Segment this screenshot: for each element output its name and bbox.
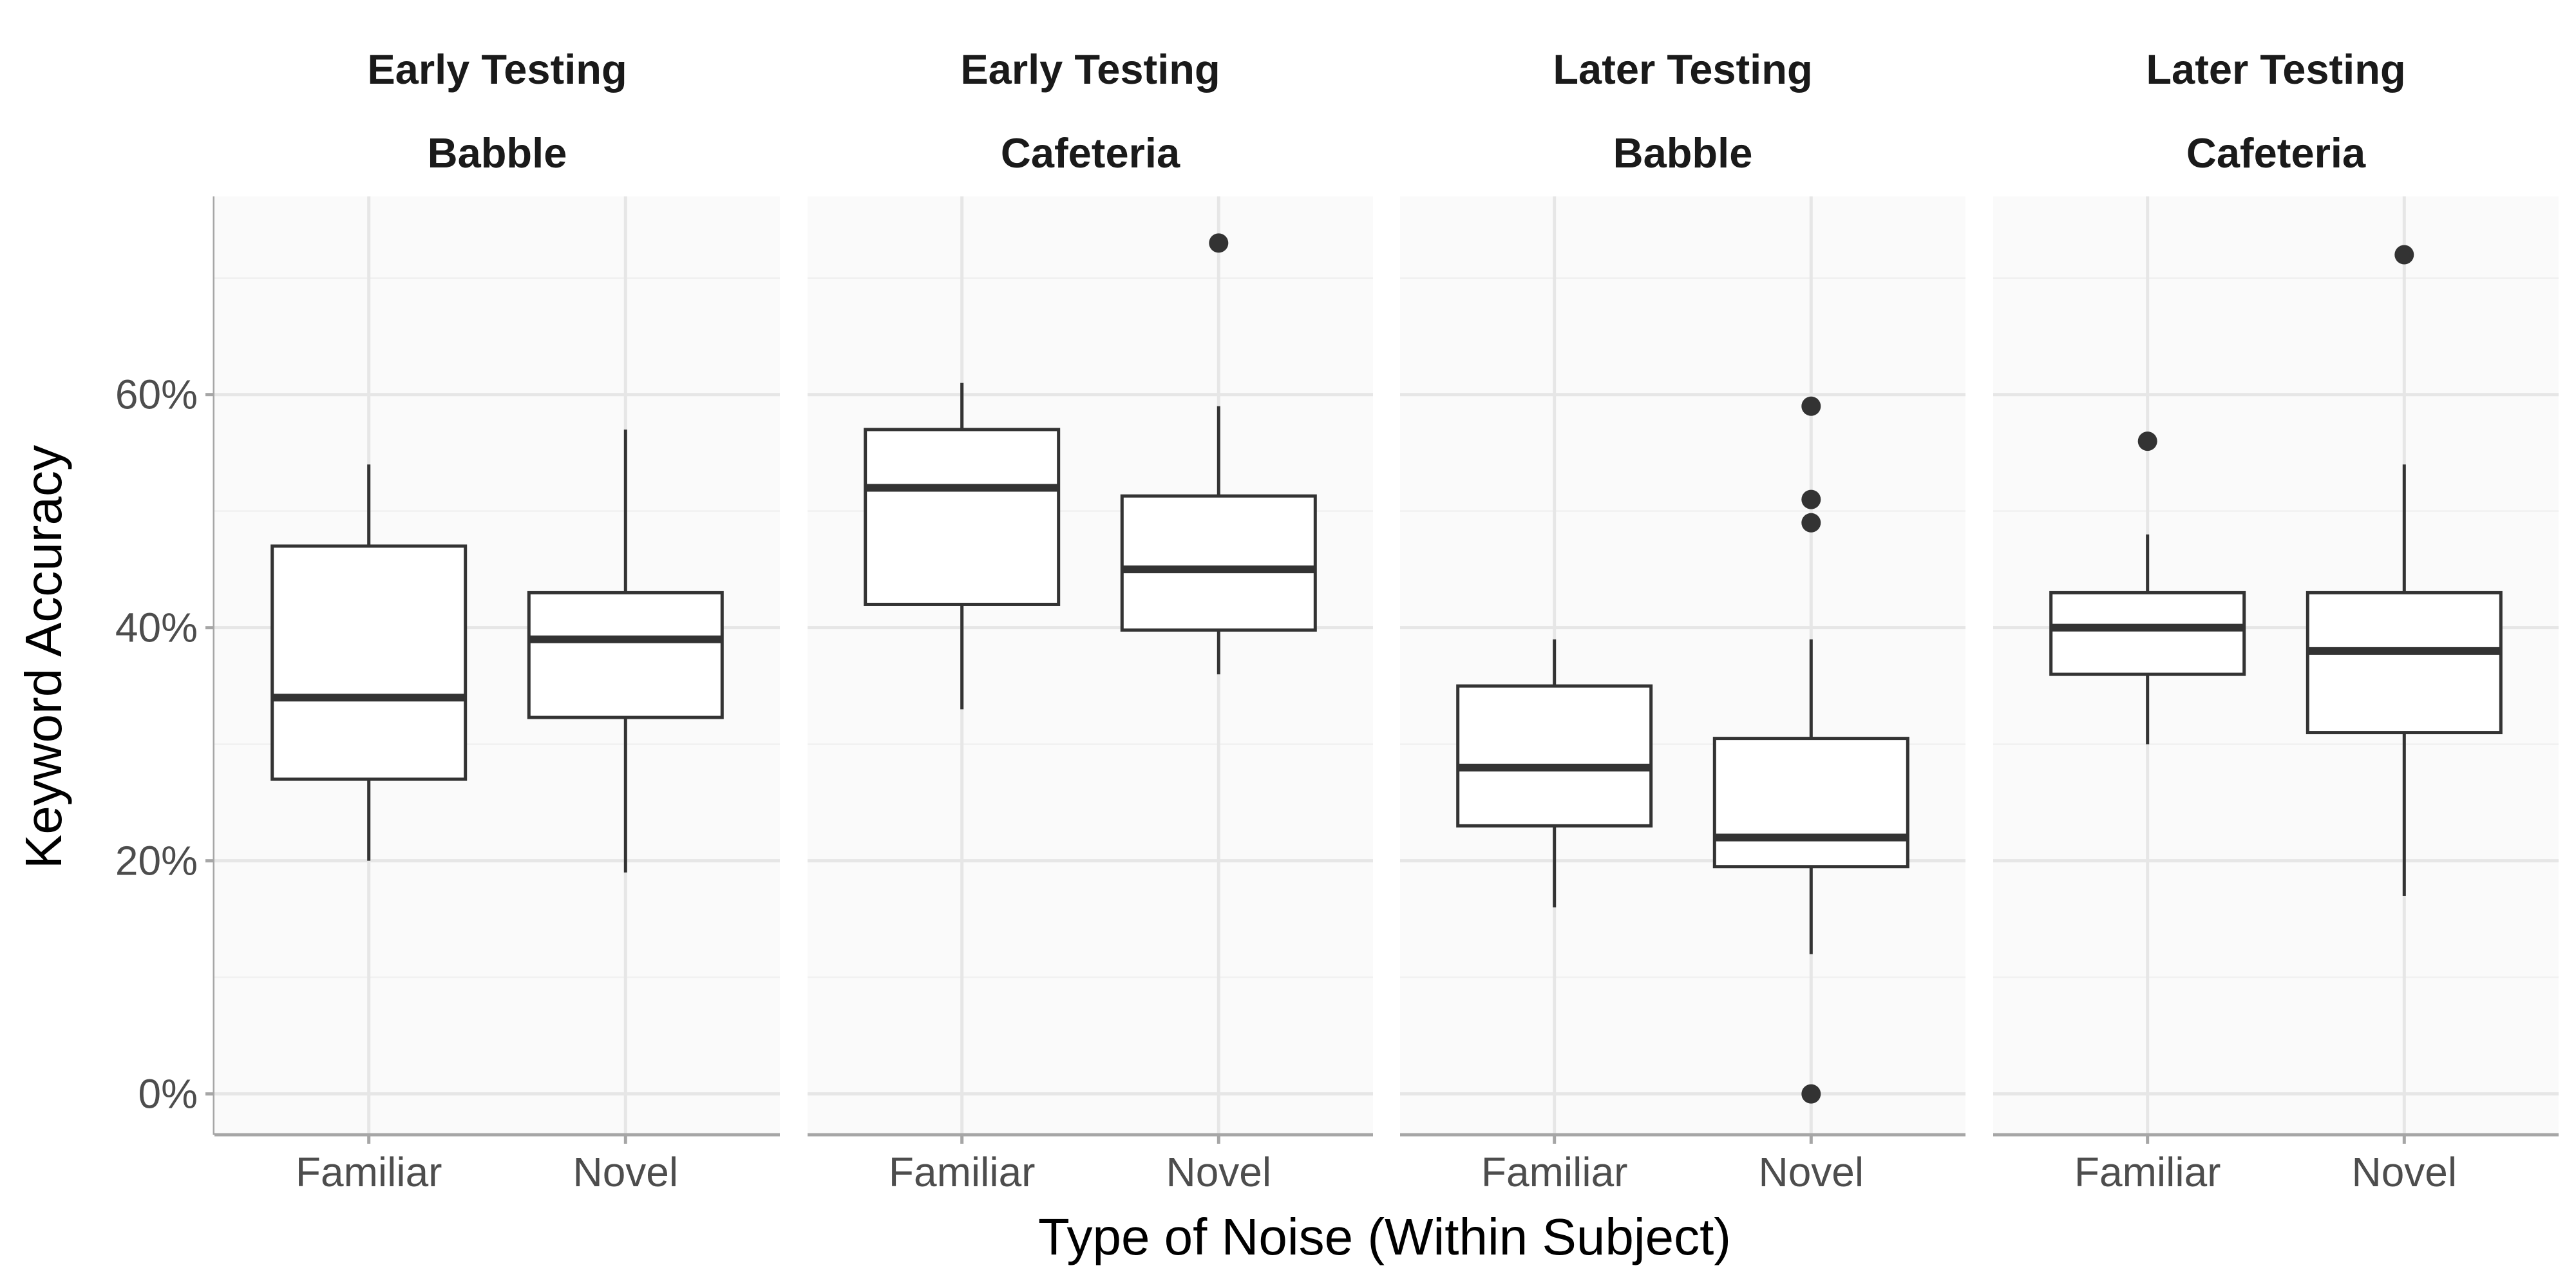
- box-iqr: [270, 544, 468, 781]
- box-iqr: [2049, 591, 2246, 676]
- box-familiar: [270, 464, 468, 861]
- strip-label-testing: Later Testing: [2146, 46, 2405, 93]
- outlier-point: [1801, 513, 1821, 533]
- x-tick-label: Familiar: [2074, 1149, 2221, 1195]
- y-axis-title: Keyword Accuracy: [15, 445, 72, 869]
- outlier-point: [1801, 1084, 1821, 1104]
- facet-panel: Early Testing Cafeteria Familiar Novel: [808, 46, 1373, 1195]
- outlier-point: [1801, 489, 1821, 509]
- box-iqr: [2306, 591, 2503, 735]
- box-familiar: [2049, 431, 2246, 744]
- box-familiar: [1456, 639, 1653, 908]
- outlier-point: [2394, 245, 2414, 265]
- strip-label-testing: Later Testing: [1553, 46, 1812, 93]
- panels-layer: 0% 20% 40% 60% Early Testing Babble Familiar No…: [115, 46, 2559, 1195]
- box-familiar: [864, 383, 1061, 710]
- box-iqr: [1456, 684, 1653, 828]
- strip-label-noise: Cafeteria: [1001, 129, 1180, 176]
- x-tick-label: Familiar: [296, 1149, 442, 1195]
- y-tick-label: 20%: [115, 838, 198, 884]
- panel-background: [1400, 196, 1965, 1135]
- x-tick-label: Familiar: [1481, 1149, 1628, 1195]
- box-iqr: [527, 591, 724, 719]
- x-tick-label: Novel: [1758, 1149, 1864, 1195]
- strip-label-testing: Early Testing: [367, 46, 627, 93]
- box-novel: [527, 429, 724, 873]
- strip-label-noise: Babble: [428, 129, 567, 176]
- box-iqr: [1712, 737, 1909, 869]
- y-tick-label: 40%: [115, 605, 198, 651]
- panel-background: [808, 196, 1373, 1135]
- box-novel: [2306, 245, 2503, 896]
- strip-label-noise: Babble: [1613, 129, 1753, 176]
- facet-panel: Later Testing Cafeteria Familiar Novel: [1993, 46, 2559, 1195]
- strip-label-noise: Cafeteria: [2186, 129, 2366, 176]
- outlier-point: [1801, 396, 1821, 416]
- facet-panel: Early Testing Babble Familiar Novel: [214, 46, 780, 1195]
- x-tick-label: Familiar: [889, 1149, 1036, 1195]
- y-tick-label: 60%: [115, 372, 198, 418]
- box-novel: [1712, 396, 1909, 1104]
- x-axis-title: Type of Noise (Within Subject): [1038, 1208, 1731, 1265]
- facet-panel: Later Testing Babble Familiar Novel: [1400, 46, 1965, 1195]
- x-tick-label: Novel: [573, 1149, 678, 1195]
- strip-label-testing: Early Testing: [960, 46, 1220, 93]
- x-tick-label: Novel: [1166, 1149, 1271, 1195]
- box-iqr: [864, 428, 1061, 606]
- x-tick-label: Novel: [2351, 1149, 2457, 1195]
- outlier-point: [1209, 233, 1229, 253]
- outlier-point: [2137, 431, 2157, 451]
- y-tick-label: 0%: [138, 1071, 198, 1117]
- box-novel: [1120, 233, 1317, 675]
- box-iqr: [1120, 494, 1317, 632]
